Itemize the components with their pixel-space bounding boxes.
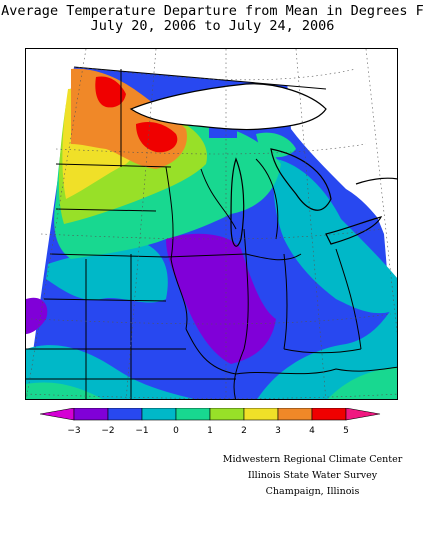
northeast-blank	[286, 49, 397, 246]
legend-swatch	[141, 408, 177, 421]
field-purple-core	[166, 233, 276, 364]
legend-tick-label: 5	[343, 426, 349, 436]
credit-location: Champaign, Illinois	[265, 486, 360, 497]
field-cyan-west	[46, 244, 168, 303]
field-cyan-east	[273, 159, 397, 314]
legend-swatch	[243, 408, 279, 421]
legend-swatch	[40, 408, 75, 421]
credit-organization: Midwestern Regional Climate Center	[222, 454, 403, 465]
legend-swatch	[311, 408, 347, 421]
legend-tick-label: −3	[67, 426, 80, 436]
lake-superior-outline	[129, 83, 327, 131]
lake-ontario-outline	[355, 177, 397, 185]
field-red-north	[136, 122, 178, 153]
title-line-2: July 20, 2006 to July 24, 2006	[90, 18, 335, 34]
legend-swatch	[73, 408, 109, 421]
color-legend: −3 −2 −1 0 1 2 3 4 5	[40, 408, 381, 436]
state-boundaries	[26, 66, 397, 399]
lake-huron-outline	[270, 148, 332, 211]
field-cyan-southeast	[257, 300, 397, 399]
title-line-1: Average Temperature Departure from Mean …	[1, 3, 424, 19]
legend-tick-label: 1	[207, 426, 213, 436]
lake-erie-outline	[325, 216, 383, 245]
great-lakes	[129, 83, 397, 247]
credits-block: Midwestern Regional Climate Center Illin…	[200, 452, 425, 500]
temperature-map	[25, 48, 398, 400]
legend-tick-label: 4	[309, 426, 315, 436]
legend-swatch	[345, 408, 381, 421]
map-canvas	[26, 49, 397, 399]
field-red-northwest	[95, 76, 126, 108]
legend-swatch	[277, 408, 313, 421]
legend-swatch	[175, 408, 211, 421]
legend-swatch	[107, 408, 143, 421]
temperature-field	[26, 67, 397, 399]
legend-tick-label: 3	[275, 426, 281, 436]
map-title: Average Temperature Departure from Mean …	[0, 4, 425, 34]
field-green-southeast	[327, 367, 397, 399]
field-green-northeast	[256, 132, 296, 158]
legend-ticks: −3 −2 −1 0 1 2 3 4 5	[67, 426, 349, 436]
legend-tick-label: −2	[101, 426, 114, 436]
legend-swatch	[209, 408, 245, 421]
graticule	[26, 49, 397, 399]
lake-superior-blank	[131, 83, 326, 130]
legend-swatches	[40, 408, 381, 421]
legend-tick-label: 0	[173, 426, 179, 436]
lake-michigan-outline	[230, 157, 245, 247]
legend-tick-label: 2	[241, 426, 247, 436]
credit-survey: Illinois State Water Survey	[247, 470, 378, 481]
legend-tick-label: −1	[135, 426, 148, 436]
